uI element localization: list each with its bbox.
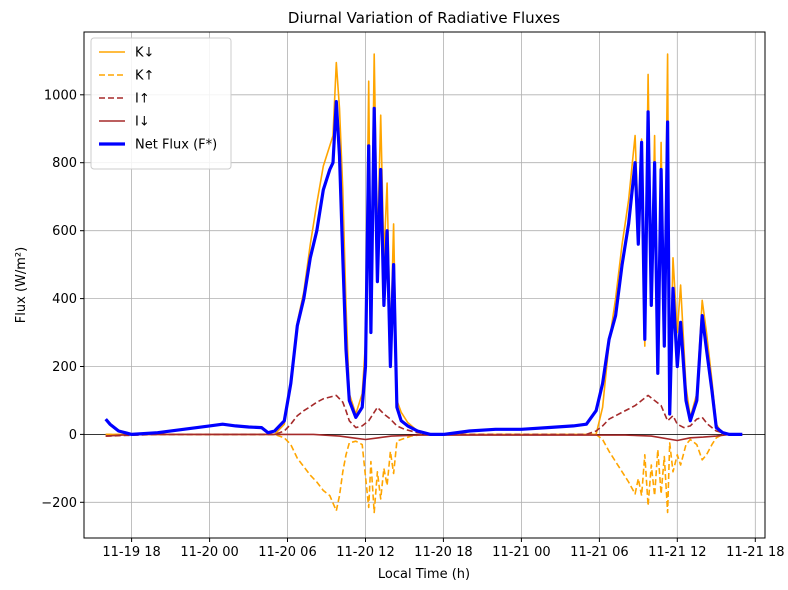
y-axis-ticks: −200 0 200 400 600 800 1000 [41,88,84,511]
legend-label: Net Flux (F*) [135,138,217,153]
x-tick-label: 11-19 18 [102,545,160,560]
legend-label: I↑ [135,92,150,107]
y-tick-label: 800 [52,156,77,171]
plot-frame [83,31,766,539]
y-tick-label: 400 [52,292,77,307]
legend: K↓ K↑ I↑ I↓ Net Flux (F*) [90,37,232,170]
series-line [105,433,743,442]
x-tick-label: 11-20 00 [180,545,238,560]
x-tick-label: 11-21 06 [570,545,628,560]
x-tick-label: 11-21 12 [648,545,706,560]
y-tick-label: −200 [41,496,77,511]
x-tick-label: 11-20 18 [414,545,472,560]
x-tick-label: 11-20 12 [336,545,394,560]
legend-label: K↓ [135,46,154,61]
series-lines [104,53,743,514]
legend-box [90,37,232,170]
x-axis-label: Local Time (h) [378,567,470,582]
y-tick-label: 600 [52,224,77,239]
chart-title: Diurnal Variation of Radiative Fluxes [288,9,560,27]
y-axis-label: Flux (W/m²) [14,247,29,323]
legend-label: I↓ [135,115,150,130]
y-tick-label: 1000 [44,88,77,103]
series-line [105,394,743,437]
x-tick-label: 11-21 18 [726,545,784,560]
y-tick-label: 0 [69,428,77,443]
series-line [104,100,743,436]
y-tick-label: 200 [52,360,77,375]
x-tick-label: 11-20 06 [258,545,316,560]
x-tick-label: 11-21 00 [492,545,550,560]
legend-label: K↑ [135,69,154,84]
x-axis-ticks: 11-19 18 11-20 00 11-20 06 11-20 12 11-20 18… [102,538,785,560]
